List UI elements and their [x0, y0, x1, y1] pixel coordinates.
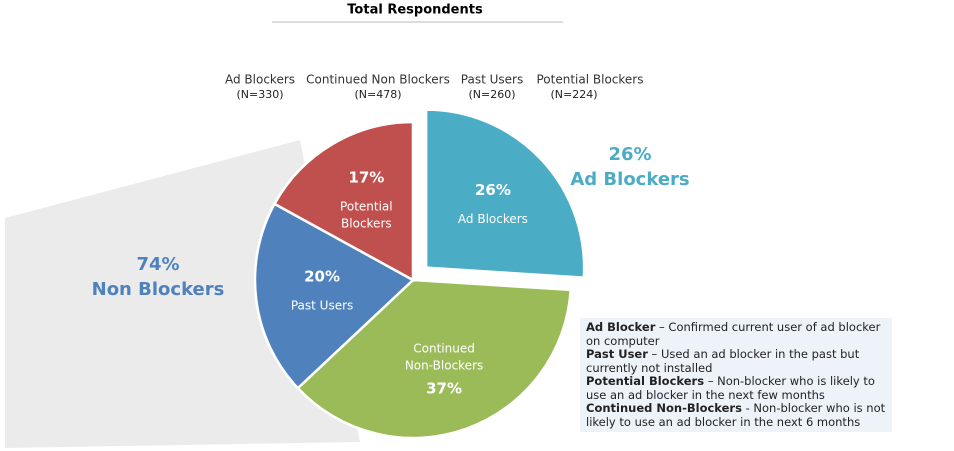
slice-label: Ad Blockers — [458, 212, 528, 226]
slice-value-label: 26% — [475, 181, 511, 199]
slice-value-label: 17% — [348, 169, 384, 187]
callout-value: 26% — [608, 144, 651, 165]
callout-label: Non Blockers — [92, 279, 225, 300]
definition-text: – Non-blocker who is likely to use an ad… — [586, 374, 875, 402]
slice-value-label: 20% — [304, 267, 340, 285]
definition: Continued Non-Blockers - Non-blocker who… — [586, 401, 886, 429]
slice-label: Past Users — [291, 298, 353, 312]
definitions-box: Ad Blocker – Confirmed current user of a… — [580, 318, 892, 432]
definition: Ad Blocker – Confirmed current user of a… — [586, 320, 886, 348]
legend-label: Past Users — [461, 73, 523, 87]
pie-slice — [272, 120, 415, 283]
pie-slice — [296, 278, 573, 440]
definition-text: - Non-blocker who is not likely to use a… — [586, 401, 886, 429]
slice-value-label: 37% — [426, 380, 462, 398]
chart-title: Total Respondents — [347, 3, 483, 18]
legend-count: (N=260) — [468, 88, 515, 101]
pie-slice — [253, 202, 416, 390]
callout-label: Ad Blockers — [570, 169, 689, 190]
slice-label: Potential — [340, 200, 393, 214]
definition-text: – Used an ad blocker in the past but cur… — [586, 347, 860, 375]
legend-count: (N=224) — [550, 88, 597, 101]
slice-label: Continued — [413, 342, 475, 356]
legend-label: Ad Blockers — [225, 73, 295, 87]
definition: Potential Blockers – Non-blocker who is … — [586, 374, 886, 402]
callout-value: 74% — [136, 254, 179, 275]
definition-term: Past User — [586, 347, 648, 361]
definition: Past User – Used an ad blocker in the pa… — [586, 347, 886, 375]
definition-text: – Confirmed current user of ad blocker o… — [586, 320, 881, 348]
definition-term: Ad Blocker — [586, 320, 656, 334]
definition-term: Continued Non-Blockers — [586, 401, 742, 415]
slice-label: Non-Blockers — [405, 359, 483, 373]
pie-slice — [424, 108, 586, 279]
legend-label: Potential Blockers — [537, 73, 644, 87]
slice-label: Blockers — [341, 217, 392, 231]
legend-count: (N=330) — [236, 88, 283, 101]
legend-label: Continued Non Blockers — [306, 73, 450, 87]
legend-count: (N=478) — [354, 88, 401, 101]
definition-term: Potential Blockers — [586, 374, 705, 388]
